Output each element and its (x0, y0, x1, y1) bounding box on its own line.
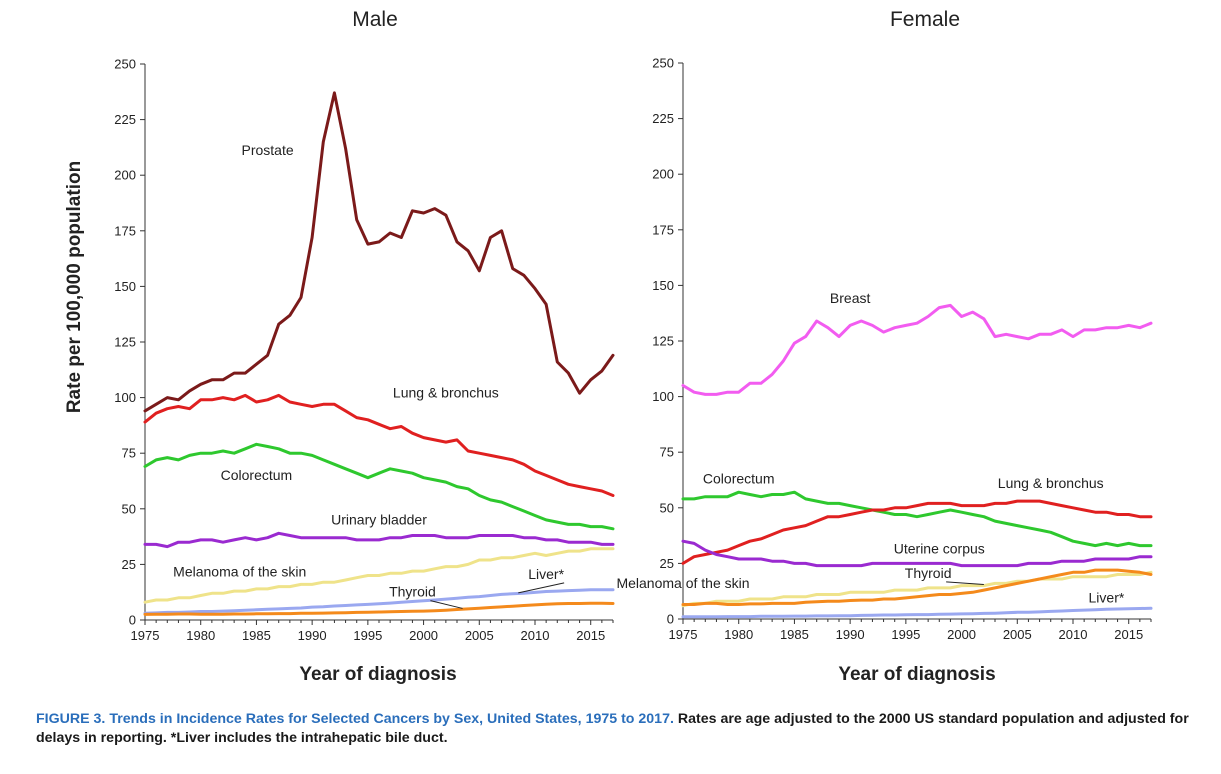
male-label-thyroid: Thyroid (389, 584, 436, 600)
male-label-lung-bronchus: Lung & bronchus (393, 385, 499, 401)
male-y-tick-label: 125 (114, 335, 136, 350)
caption-figure-label: FIGURE 3. (36, 711, 106, 727)
male-x-tick-label: 1995 (353, 628, 382, 643)
female-y-tick-label: 75 (660, 445, 674, 460)
male-x-tick-label: 2015 (576, 628, 605, 643)
male-y-tick-label: 225 (114, 112, 136, 127)
female-series-uterine-corpus (681, 539, 1153, 568)
male-x-tick-label: 1985 (242, 628, 271, 643)
y-axis-title: Rate per 100,000 population (64, 161, 85, 413)
male-y-tick-label: 25 (122, 557, 136, 572)
male-chart: Male Year of diagnosis 0 25 50 75 100 125 150 1… (114, 8, 615, 685)
male-y-tick-label: 150 (114, 279, 136, 294)
male-series-lung-bronchus (143, 393, 615, 497)
male-label-prostate: Prostate (242, 142, 294, 158)
male-y-tick-label: 250 (114, 57, 136, 72)
female-series-thyroid (681, 568, 1153, 606)
female-series-colorectum (681, 490, 1153, 548)
male-label-melanoma-of-the-skin: Melanoma of the skin (173, 564, 306, 580)
male-x-tick-label: 1990 (298, 628, 327, 643)
male-label-leader-thyroid (430, 600, 463, 609)
female-x-tick-label: 2015 (1114, 627, 1143, 642)
female-y-tick-label: 200 (652, 167, 674, 182)
male-chart-title: Male (352, 8, 398, 31)
male-x-tick-label: 2005 (465, 628, 494, 643)
female-x-tick-label: 1975 (669, 627, 698, 642)
male-y-tick-label: 0 (129, 613, 136, 628)
female-y-tick-label: 150 (652, 278, 674, 293)
female-y-tick-label: 100 (652, 389, 674, 404)
female-y-tick-label: 225 (652, 111, 674, 126)
male-y-tick-label: 200 (114, 168, 136, 183)
female-label-leader-thyroid (946, 581, 984, 586)
male-y-tick-label: 50 (122, 501, 136, 516)
female-y-tick-label: 125 (652, 334, 674, 349)
female-label-uterine-corpus: Uterine corpus (894, 540, 985, 556)
female-chart-title: Female (890, 8, 960, 31)
female-series-lung-bronchus (681, 499, 1153, 565)
male-y-tick-label: 75 (122, 446, 136, 461)
female-x-tick-label: 1985 (780, 627, 809, 642)
female-x-axis-title: Year of diagnosis (838, 664, 995, 685)
male-x-tick-label: 2000 (409, 628, 438, 643)
female-x-tick-label: 2010 (1059, 627, 1088, 642)
female-x-tick-label: 1980 (724, 627, 753, 642)
male-label-leader-liver (518, 582, 565, 594)
male-series-liver (143, 588, 615, 615)
figure-caption: FIGURE 3. Trends in Incidence Rates for … (36, 710, 1196, 748)
male-series-prostate (143, 91, 615, 413)
female-x-tick-label: 2005 (1003, 627, 1032, 642)
female-y-tick-label: 250 (652, 56, 674, 71)
female-label-colorectum: Colorectum (703, 470, 775, 486)
male-series-colorectum (143, 442, 615, 531)
male-x-tick-label: 1975 (131, 628, 160, 643)
female-label-thyroid: Thyroid (905, 565, 952, 581)
female-chart: Female Year of diagnosis 0 25 50 75 100 125 15… (616, 8, 1153, 685)
female-x-tick-label: 1990 (836, 627, 865, 642)
female-y-tick-label: 25 (660, 556, 674, 571)
female-label-liver: Liver* (1089, 589, 1125, 605)
caption-title: Trends in Incidence Rates for Selected C… (109, 711, 674, 727)
female-y-tick-label: 175 (652, 222, 674, 237)
male-label-colorectum: Colorectum (221, 467, 293, 483)
female-series-liver (681, 606, 1153, 619)
male-series-urinary-bladder (143, 531, 615, 549)
female-label-lung-bronchus: Lung & bronchus (998, 475, 1104, 491)
female-x-tick-label: 1995 (891, 627, 920, 642)
male-y-tick-label: 100 (114, 390, 136, 405)
caption-text: Rates are age adjusted to the 2000 US st… (36, 711, 1189, 746)
male-series-thyroid (143, 601, 615, 616)
female-label-melanoma-of-the-skin: Melanoma of the skin (616, 575, 749, 591)
female-label-breast: Breast (830, 290, 871, 306)
male-label-urinary-bladder: Urinary bladder (331, 511, 427, 527)
female-x-tick-label: 2000 (947, 627, 976, 642)
female-series-breast (681, 303, 1153, 396)
female-series-melanoma-of-the-skin (681, 570, 1153, 608)
male-x-tick-label: 2010 (521, 628, 550, 643)
female-y-tick-label: 50 (660, 500, 674, 515)
male-series-melanoma-of-the-skin (143, 547, 615, 604)
male-x-tick-label: 1980 (186, 628, 215, 643)
male-x-axis-title: Year of diagnosis (299, 664, 456, 685)
male-y-tick-label: 175 (114, 223, 136, 238)
male-label-liver: Liver* (528, 566, 564, 582)
female-y-tick-label: 0 (667, 612, 674, 627)
figure: Rate per 100,000 population Male Year of… (64, 8, 1153, 685)
